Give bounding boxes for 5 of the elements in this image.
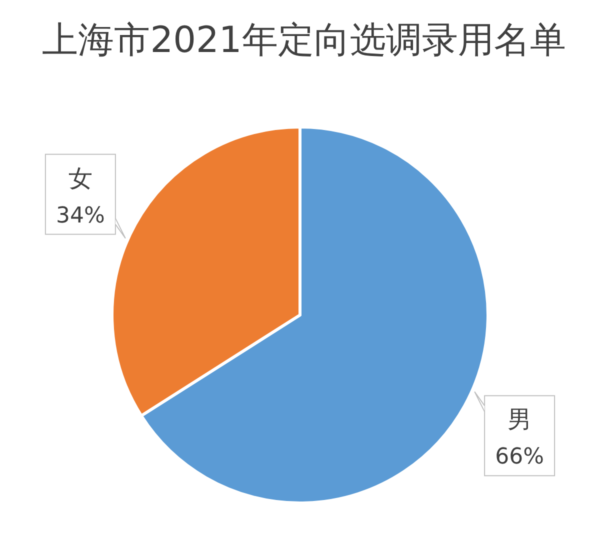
data-label: 34% <box>56 203 105 228</box>
slice-label: 女 <box>68 164 92 192</box>
title: 上海市2021年定向选调录用名单 <box>42 20 566 61</box>
slice-label: 男 <box>508 406 532 434</box>
data-label: 66% <box>495 444 544 470</box>
